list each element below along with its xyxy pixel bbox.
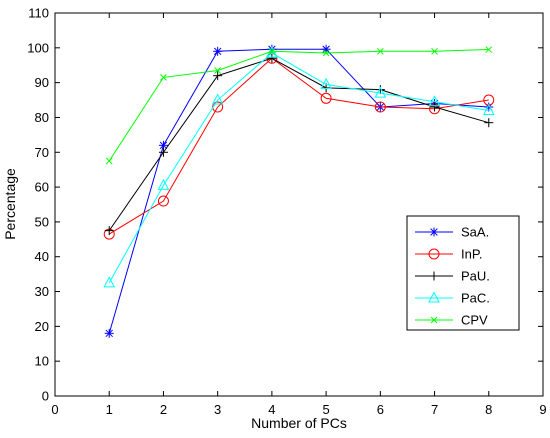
data-point-saa bbox=[213, 46, 223, 56]
data-point-cpv bbox=[160, 74, 167, 81]
data-point-pac bbox=[482, 103, 495, 115]
legend-marker-cpv bbox=[430, 316, 438, 324]
x-tick-label: 2 bbox=[160, 402, 167, 417]
data-point-cpv bbox=[105, 157, 113, 165]
legend-marker-saa bbox=[429, 227, 439, 237]
data-point-pau bbox=[104, 226, 114, 236]
data-point-inp bbox=[157, 195, 169, 207]
data-point-cpv bbox=[214, 67, 222, 74]
y-tick-label: 110 bbox=[28, 6, 49, 21]
y-tick-label: 30 bbox=[35, 284, 49, 299]
x-tick-label: 1 bbox=[106, 402, 113, 417]
data-point-saa bbox=[158, 140, 168, 150]
x-tick-label: 3 bbox=[214, 402, 221, 417]
data-point-pac bbox=[374, 86, 387, 98]
legend-entries: SaA. InP. PaU. PaC. CPV bbox=[415, 225, 490, 328]
y-tick-label: 40 bbox=[35, 249, 49, 264]
y-tick-label: 100 bbox=[27, 40, 49, 55]
y-tick-label: 50 bbox=[35, 214, 49, 229]
data-point-pac bbox=[320, 77, 332, 89]
series-line-cpv bbox=[108, 49, 489, 162]
y-tick-label: 80 bbox=[35, 110, 49, 125]
series-line-pac bbox=[108, 52, 489, 284]
data-point-cpv bbox=[322, 49, 330, 57]
data-point-pau bbox=[484, 118, 494, 128]
legend-marker-inp bbox=[428, 248, 440, 260]
legend-label-cpv: CPV bbox=[461, 313, 488, 328]
y-tick-label: 20 bbox=[35, 319, 49, 334]
legend-marker-pac bbox=[428, 291, 440, 303]
legend-box bbox=[406, 215, 520, 331]
data-point-cpv bbox=[268, 47, 276, 55]
plot-area bbox=[54, 12, 544, 397]
legend-label-saa: SaA. bbox=[461, 225, 489, 240]
legend-label-inp: InP. bbox=[461, 247, 482, 262]
data-point-pau bbox=[267, 53, 277, 63]
y-tick-label: 60 bbox=[35, 180, 49, 195]
data-point-pac bbox=[103, 276, 116, 288]
x-tick-label: 4 bbox=[268, 402, 275, 417]
legend: SaA. InP. PaU. PaC. CPV bbox=[406, 215, 520, 331]
series-group bbox=[103, 44, 495, 338]
x-tick-label: 8 bbox=[485, 402, 492, 417]
y-tick-label: 10 bbox=[35, 354, 49, 369]
data-point-inp bbox=[374, 101, 386, 113]
data-point-saa bbox=[104, 328, 114, 338]
data-point-pau bbox=[430, 102, 440, 112]
y-tick-label: 0 bbox=[42, 389, 49, 404]
x-tick-label: 9 bbox=[539, 402, 546, 417]
data-point-pau bbox=[158, 147, 168, 157]
data-point-pac bbox=[211, 93, 224, 105]
x-tick-label: 6 bbox=[377, 402, 384, 417]
x-tick-label: 0 bbox=[51, 402, 58, 417]
legend-marker-pau bbox=[429, 271, 439, 281]
y-axis-title: Percentage bbox=[2, 168, 18, 240]
series-line-inp bbox=[108, 57, 489, 235]
series-line-pau bbox=[108, 57, 489, 231]
data-point-pau bbox=[213, 71, 223, 81]
data-point-inp bbox=[320, 92, 332, 104]
legend-label-pau: PaU. bbox=[461, 269, 490, 284]
data-point-cpv bbox=[485, 46, 493, 53]
legend-label-pac: PaC. bbox=[461, 291, 490, 306]
data-point-pac bbox=[428, 95, 441, 107]
x-tick-label: 5 bbox=[322, 402, 329, 417]
x-axis-title: Number of PCs bbox=[251, 415, 347, 431]
y-tick-label: 70 bbox=[35, 145, 49, 160]
data-point-cpv bbox=[431, 47, 438, 55]
data-point-cpv bbox=[376, 47, 384, 55]
y-tick-label: 90 bbox=[35, 75, 49, 90]
x-tick-label: 7 bbox=[431, 402, 438, 417]
data-point-pac bbox=[157, 178, 170, 190]
